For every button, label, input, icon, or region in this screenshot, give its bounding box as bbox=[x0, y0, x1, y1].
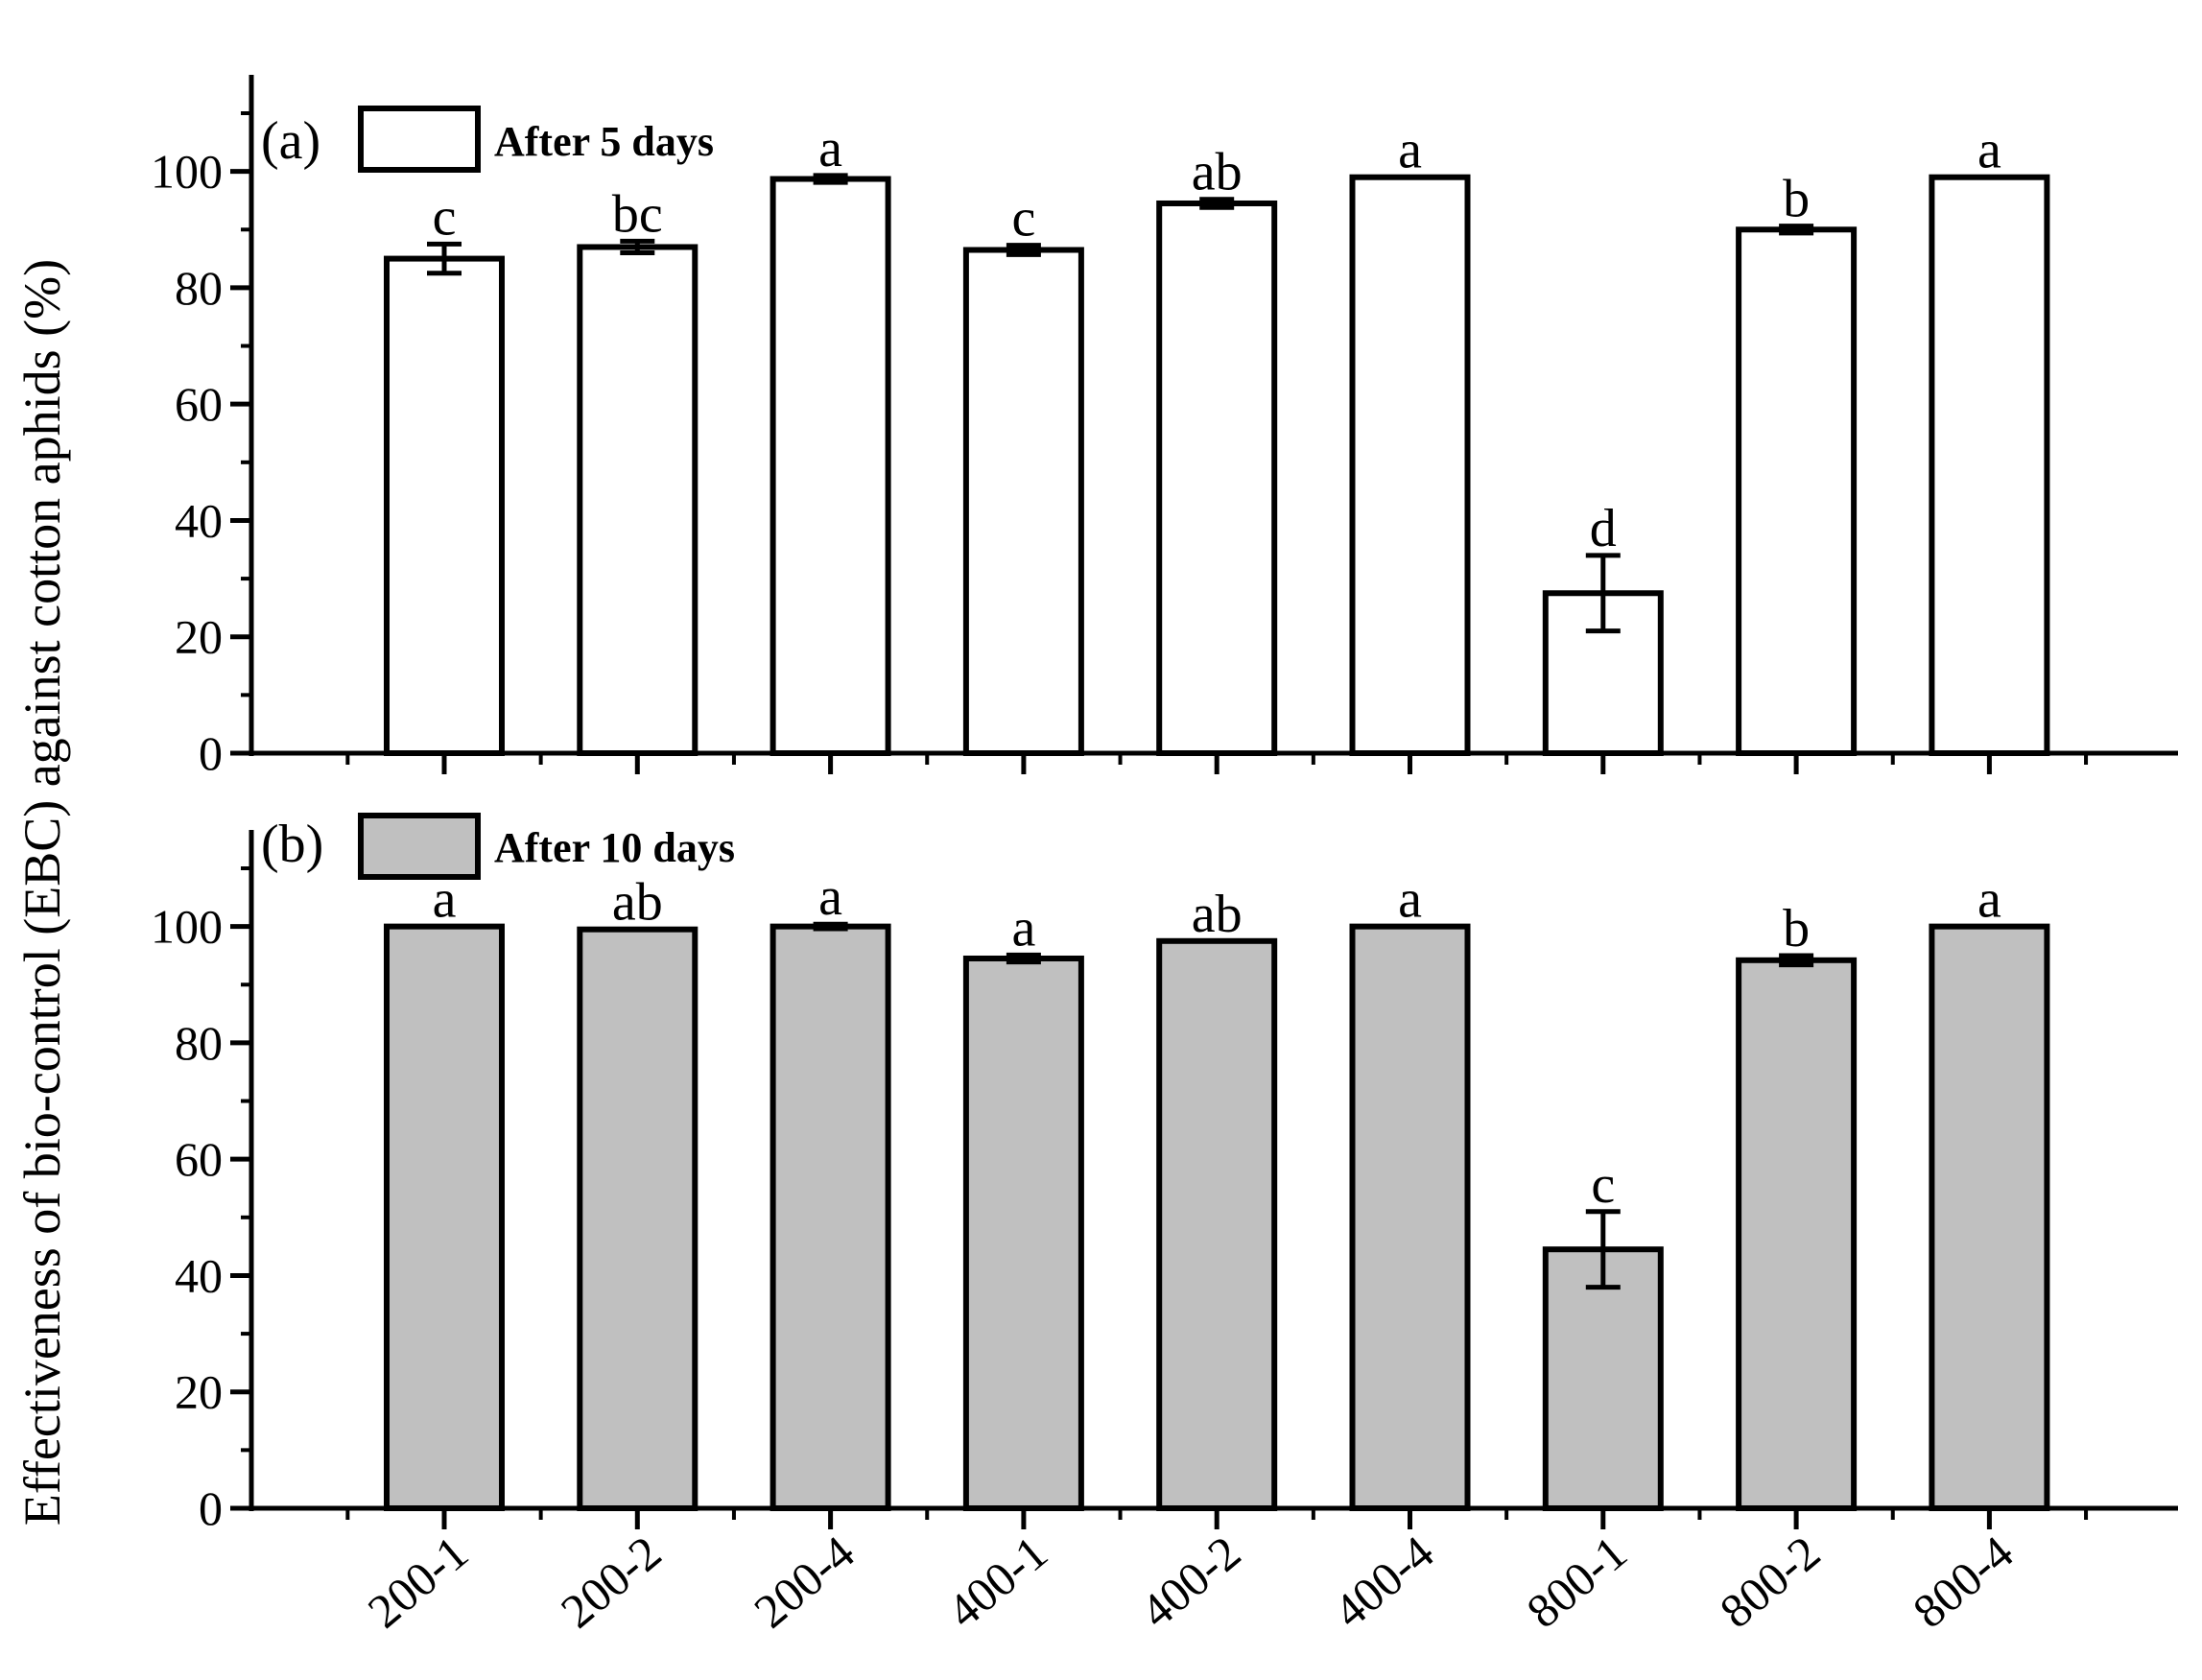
significance-label: a bbox=[1398, 870, 1422, 930]
significance-label: b bbox=[1783, 899, 1810, 958]
bar bbox=[962, 247, 1084, 756]
legend-swatch bbox=[358, 106, 481, 173]
significance-label: bc bbox=[612, 184, 663, 244]
legend-swatch bbox=[358, 813, 481, 880]
x-tick-label: 800-2 bbox=[1710, 1526, 1830, 1639]
significance-label: a bbox=[1398, 121, 1422, 180]
significance-label: a bbox=[1977, 121, 2001, 180]
x-tick-label: 400-1 bbox=[937, 1526, 1057, 1639]
significance-label: d bbox=[1590, 499, 1617, 558]
significance-label: ab bbox=[1192, 143, 1243, 202]
bar bbox=[384, 255, 505, 757]
significance-label: a bbox=[818, 867, 842, 927]
legend-label: After 5 days bbox=[494, 118, 714, 165]
x-tick-label: 800-4 bbox=[1903, 1526, 2023, 1639]
bar bbox=[1929, 923, 2050, 1511]
bar bbox=[1349, 923, 1471, 1511]
significance-label: c bbox=[433, 187, 457, 247]
y-tick-label: 20 bbox=[175, 610, 223, 664]
bar bbox=[962, 955, 1084, 1511]
x-tick-label: 200-4 bbox=[744, 1526, 864, 1639]
y-tick-label: 0 bbox=[199, 1481, 223, 1535]
bar bbox=[1929, 174, 2050, 756]
significance-label: a bbox=[818, 119, 842, 178]
bar bbox=[770, 176, 891, 756]
bar bbox=[577, 244, 698, 756]
bar bbox=[770, 923, 891, 1511]
significance-label: a bbox=[1011, 898, 1035, 958]
y-tick-label: 80 bbox=[175, 261, 223, 315]
y-tick-label: 100 bbox=[151, 900, 223, 954]
bar bbox=[577, 926, 698, 1511]
significance-label: c bbox=[1011, 189, 1035, 248]
significance-label: c bbox=[1591, 1155, 1615, 1215]
panel-label: (b) bbox=[261, 815, 323, 874]
y-axis-label: Effectiveness of bio-control (EBC) again… bbox=[13, 259, 71, 1526]
bar bbox=[1156, 200, 1278, 756]
x-tick-label: 200-2 bbox=[551, 1526, 671, 1639]
significance-label: b bbox=[1783, 170, 1810, 229]
x-tick-label: 200-1 bbox=[358, 1526, 478, 1639]
bar bbox=[1736, 226, 1858, 757]
y-tick-label: 40 bbox=[175, 1248, 223, 1302]
y-tick-label: 80 bbox=[175, 1016, 223, 1070]
bar bbox=[1349, 174, 1471, 756]
significance-label: ab bbox=[1192, 885, 1243, 944]
y-tick-label: 60 bbox=[175, 377, 223, 431]
y-tick-label: 0 bbox=[199, 726, 223, 780]
significance-label: a bbox=[1977, 870, 2001, 930]
y-tick-label: 60 bbox=[175, 1132, 223, 1186]
x-tick-label: 400-2 bbox=[1130, 1526, 1250, 1639]
y-tick-label: 20 bbox=[175, 1365, 223, 1419]
x-tick-label: 800-1 bbox=[1517, 1526, 1637, 1639]
legend-label: After 10 days bbox=[494, 824, 735, 871]
y-tick-label: 100 bbox=[151, 145, 223, 199]
x-tick-label: 400-4 bbox=[1323, 1526, 1443, 1639]
significance-label: ab bbox=[612, 873, 663, 933]
bar bbox=[1156, 937, 1278, 1511]
y-tick-label: 40 bbox=[175, 493, 223, 547]
bar bbox=[1736, 957, 1858, 1511]
bar bbox=[384, 923, 505, 1511]
panel-label: (a) bbox=[261, 111, 320, 171]
